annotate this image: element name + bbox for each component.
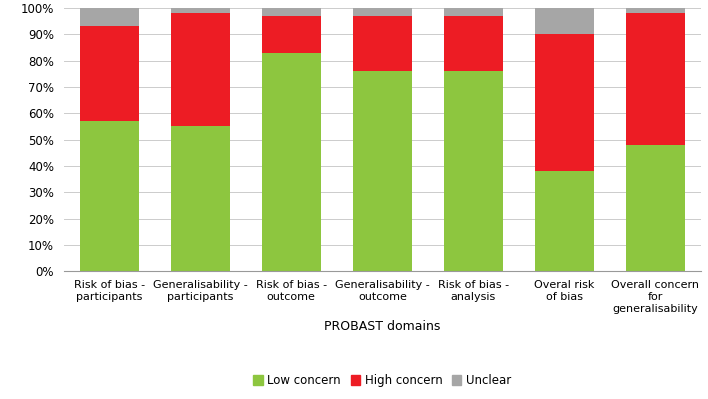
Bar xyxy=(262,16,321,53)
Bar xyxy=(535,8,594,34)
Bar xyxy=(626,8,685,13)
Bar xyxy=(535,171,594,271)
X-axis label: PROBAST domains: PROBAST domains xyxy=(324,320,440,334)
Bar xyxy=(262,53,321,271)
Bar xyxy=(626,145,685,271)
Bar xyxy=(79,8,139,26)
Bar xyxy=(171,126,230,271)
Bar xyxy=(626,13,685,145)
Legend: Low concern, High concern, Unclear: Low concern, High concern, Unclear xyxy=(249,369,516,392)
Bar xyxy=(353,71,412,271)
Bar xyxy=(171,13,230,126)
Bar xyxy=(444,8,503,16)
Bar xyxy=(79,121,139,271)
Bar xyxy=(79,26,139,121)
Bar xyxy=(535,34,594,171)
Bar xyxy=(444,16,503,71)
Bar xyxy=(262,8,321,16)
Bar xyxy=(444,71,503,271)
Bar xyxy=(353,8,412,16)
Bar xyxy=(353,16,412,71)
Bar xyxy=(171,8,230,13)
